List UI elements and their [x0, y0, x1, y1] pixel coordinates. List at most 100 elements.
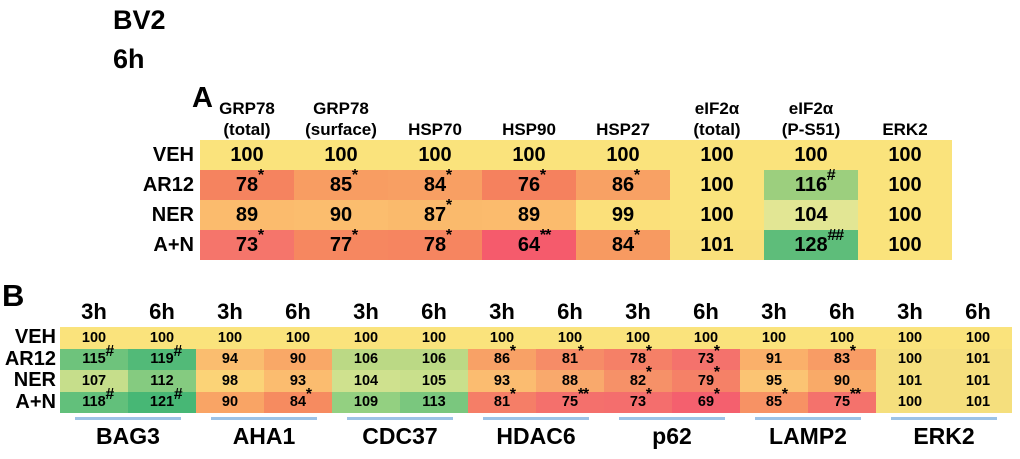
cell-value: 83 * — [833, 342, 856, 368]
heatmap-cell: 100 — [60, 327, 128, 349]
cell-value: 100 — [606, 143, 640, 166]
heatmap-cell: 100 — [858, 170, 952, 200]
group-label: HDAC6 — [496, 423, 576, 449]
heatmap-cell: 73 * — [604, 386, 672, 413]
heatmap-cell: 115 # — [60, 343, 128, 370]
heatmap-cell: 100 — [576, 140, 670, 170]
cell-value: 69 * — [697, 385, 720, 411]
cell-value: 101 — [965, 394, 991, 411]
heatmap-cell: 78 * — [200, 167, 294, 200]
heatmap-cell: 73 * — [672, 343, 740, 370]
cell-value: 100 — [888, 173, 922, 196]
group-underline — [211, 417, 317, 420]
significance-mark: * — [645, 364, 652, 382]
significance-mark: * — [351, 226, 358, 244]
significance-mark: # — [105, 342, 114, 360]
time-header: 3h — [217, 299, 243, 324]
heatmap-cell: 95 — [740, 370, 808, 392]
cell-value: 100 — [888, 233, 922, 256]
cell-value: 79 * — [697, 364, 720, 389]
heatmap-cell: 128 ## — [764, 226, 858, 260]
heatmap-cell: 87 * — [388, 196, 482, 230]
heatmap-cell: 85 * — [740, 385, 808, 413]
cell-value: 100 — [897, 394, 923, 411]
cell-value: 91 — [765, 351, 783, 368]
cell-value: 100 — [418, 143, 452, 166]
heatmap-cell: 99 — [576, 200, 670, 230]
cell-value: 90 — [833, 372, 851, 389]
significance-mark: # — [173, 385, 183, 403]
cell-value: 100 — [353, 329, 379, 346]
group-underline — [755, 417, 861, 420]
cell-value: 81 * — [561, 342, 584, 368]
significance-mark: * — [509, 342, 516, 360]
significance-mark: * — [445, 226, 452, 244]
significance-mark: * — [849, 342, 856, 360]
significance-mark: # — [173, 342, 182, 360]
time-header: 6h — [965, 299, 991, 324]
cell-value: 100 — [217, 329, 243, 346]
cell-value: 100 — [700, 173, 734, 196]
significance-mark: # — [826, 166, 836, 184]
group-label: ERK2 — [913, 423, 975, 449]
heatmap-cell: 116 # — [764, 166, 858, 200]
time-header: 6h — [557, 299, 583, 324]
heatmap-cell: 100 — [196, 327, 264, 349]
heatmap-cell: 100 — [294, 140, 388, 170]
heatmap-cell: 105 — [400, 370, 468, 392]
significance-mark: ## — [827, 226, 844, 244]
cell-value: 100 — [149, 329, 175, 346]
significance-mark: * — [445, 166, 452, 184]
cell-value: 76 * — [517, 166, 546, 196]
cell-value: 77 * — [329, 226, 358, 256]
column-header: HSP27 — [596, 120, 650, 139]
heatmap-cell: 101 — [670, 230, 764, 260]
group-underline — [891, 417, 997, 420]
heatmap-cell: 78 * — [604, 343, 672, 370]
group-underline — [619, 417, 725, 420]
heatmap-cell: 100 — [536, 327, 604, 349]
heatmap-cell: 118 # — [60, 385, 128, 413]
cell-value: 118 # — [82, 385, 114, 411]
time-header: 6h — [829, 299, 855, 324]
significance-mark: ** — [577, 385, 589, 403]
significance-mark: ** — [539, 226, 551, 244]
time-header: 6h — [149, 299, 175, 324]
cell-value: 81 * — [493, 385, 516, 411]
cell-value: 100 — [965, 329, 991, 346]
heatmap-cell: 98 — [196, 370, 264, 392]
cell-value: 75 ** — [833, 385, 861, 411]
cell-value: 100 — [324, 143, 358, 166]
heatmap-cell: 83 * — [808, 342, 876, 370]
heatmap-cell: 100 — [876, 348, 944, 370]
heatmap-cell: 112 — [128, 370, 196, 392]
heatmap-cell: 100 — [332, 327, 400, 349]
column-header: HSP90 — [502, 120, 556, 139]
cell-value: 89 — [517, 203, 541, 226]
cell-value: 101 — [965, 372, 991, 389]
panel-b-heatmap: 3h 6h 3h 6h 3h 6h 3h 6h 3h 6h 3h 6h 3h 6h VEH AR12 NER A+… — [5, 293, 1012, 459]
cell-value: 109 — [353, 394, 379, 411]
cell-value: 95 — [765, 372, 783, 389]
cell-value: 78 * — [423, 226, 452, 256]
time-header: 6h — [421, 299, 447, 324]
cell-value: 93 — [493, 372, 511, 389]
significance-mark: * — [445, 196, 452, 214]
heatmap-cell: 93 — [264, 370, 332, 392]
cell-value: 85 * — [765, 385, 788, 411]
heatmap-cell: 113 — [400, 391, 468, 413]
cell-value: 100 — [230, 143, 264, 166]
row-label: VEH — [14, 326, 56, 349]
cell-value: 100 — [81, 329, 107, 346]
cell-value: 75 ** — [561, 385, 589, 411]
cell-value: 128 ## — [794, 226, 844, 256]
cell-value: 100 — [897, 329, 923, 346]
cell-value: 98 — [221, 372, 239, 389]
significance-mark: * — [577, 342, 584, 360]
column-header: ERK2 — [882, 120, 928, 139]
cell-value: 84 * — [423, 166, 452, 196]
heatmap-cell: 84 * — [264, 386, 332, 413]
cell-value: 101 — [897, 372, 923, 389]
cell-value: 86 * — [611, 166, 640, 196]
column-header: eIF2α (total) — [693, 99, 741, 139]
